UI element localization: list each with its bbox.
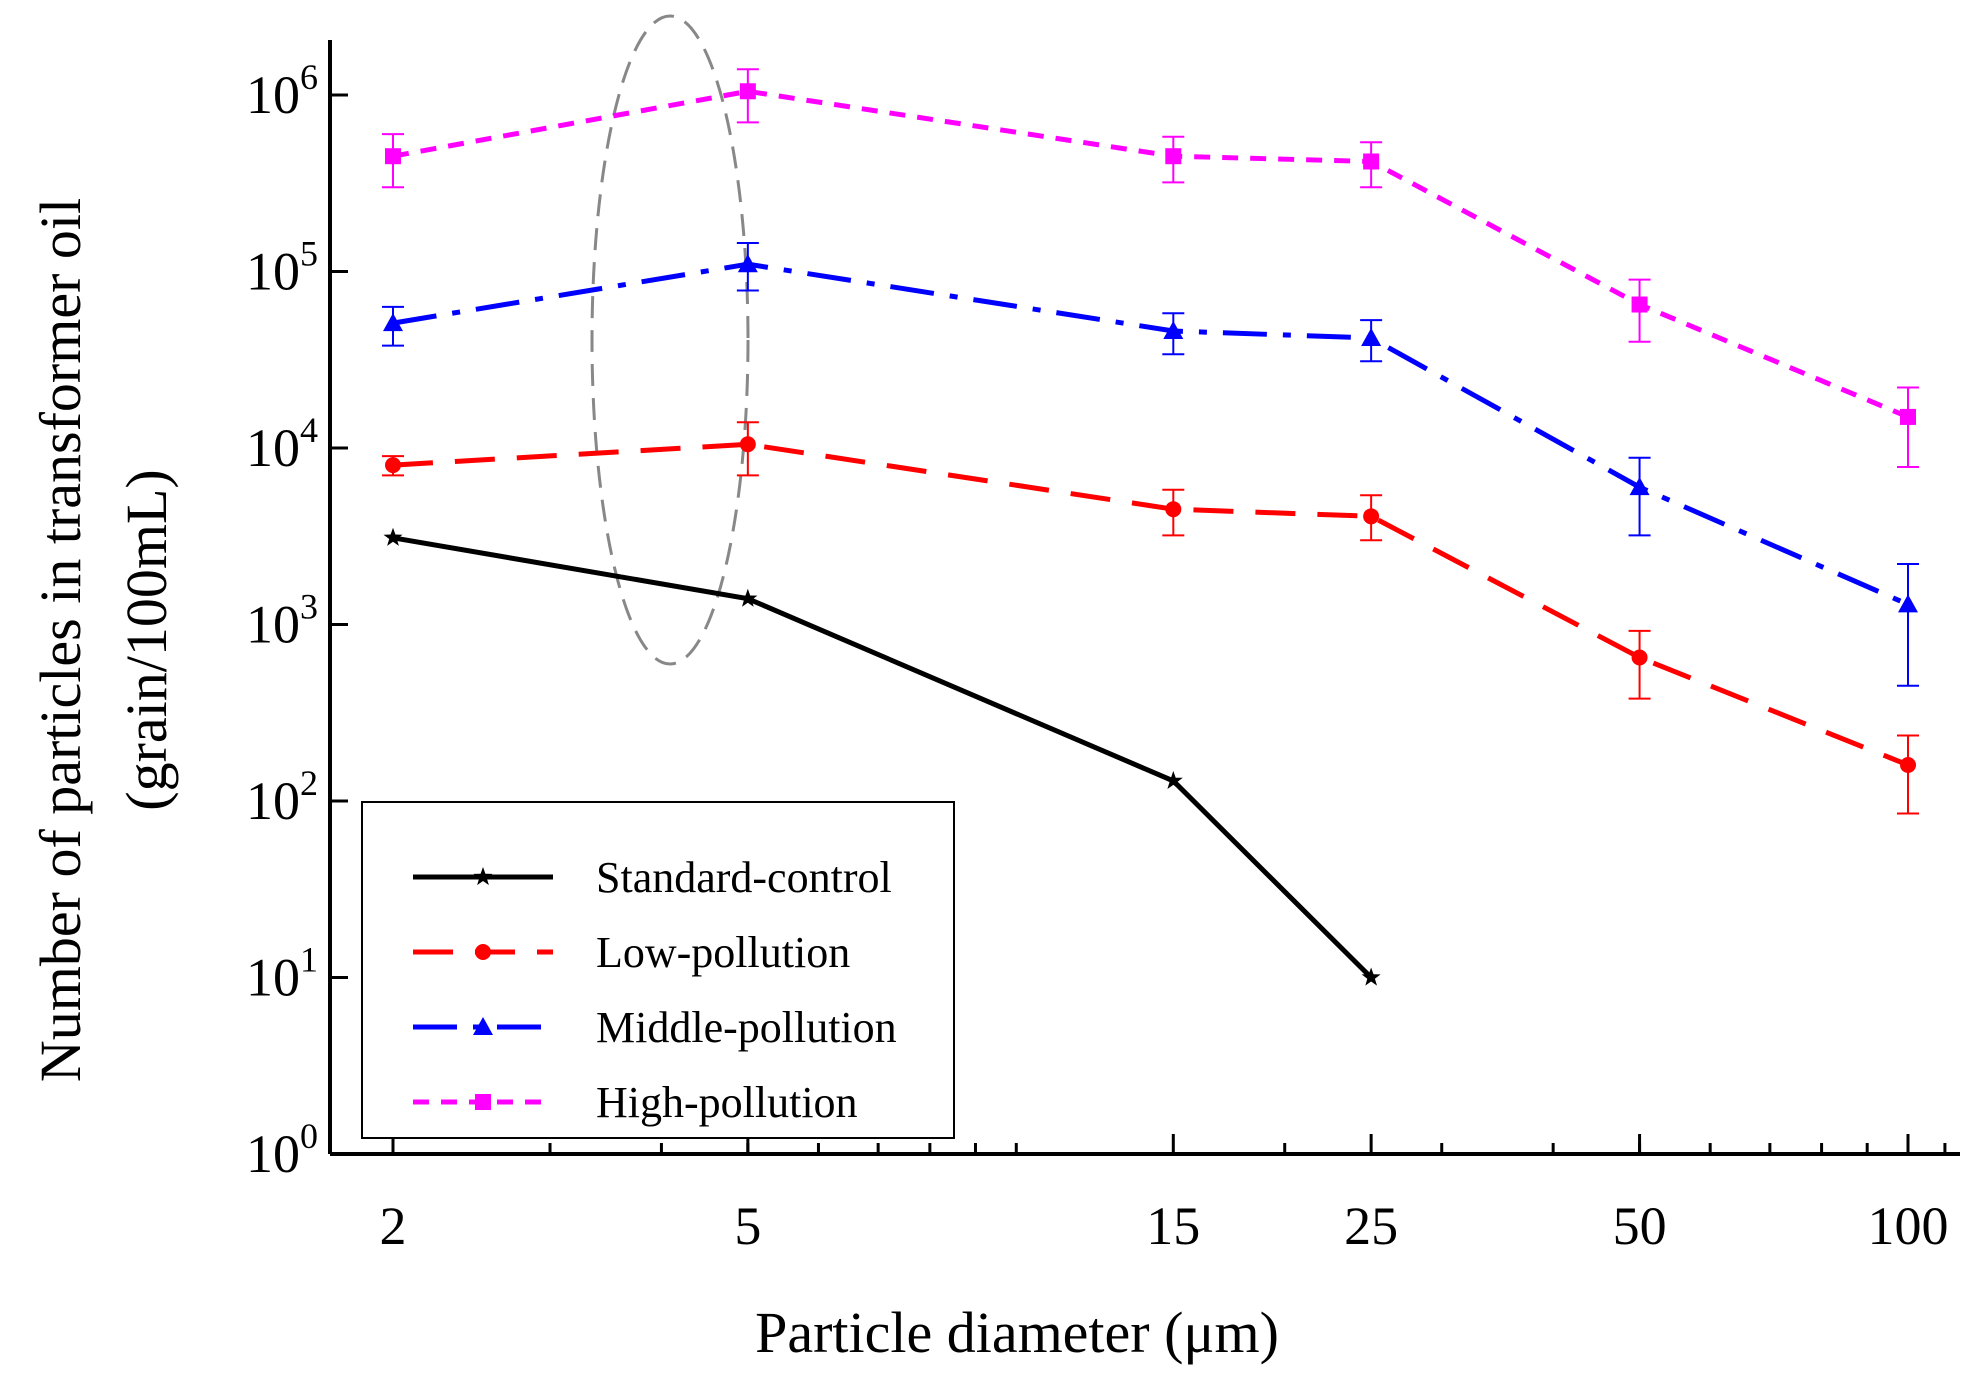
legend-label: High-pollution bbox=[596, 1078, 858, 1127]
data-point bbox=[383, 313, 403, 332]
series-layer bbox=[382, 68, 1919, 986]
data-point bbox=[1165, 501, 1182, 518]
series-line bbox=[392, 535, 1373, 980]
x-tick-label: 100 bbox=[1868, 1196, 1949, 1256]
y-tick-label: 104 bbox=[246, 410, 318, 478]
y-tick-label: 102 bbox=[246, 763, 318, 831]
legend-label: Standard-control bbox=[596, 853, 892, 902]
data-point bbox=[739, 436, 756, 453]
data-point bbox=[1165, 148, 1182, 165]
legend-marker bbox=[473, 1017, 493, 1035]
legend-items: Standard-control Low-pollution Middle-poll… bbox=[413, 853, 897, 1127]
data-point bbox=[1900, 408, 1916, 425]
y-tick-label: 100 bbox=[246, 1116, 318, 1184]
series-line bbox=[392, 261, 1910, 607]
legend-box bbox=[361, 801, 955, 1139]
legend-marker bbox=[475, 944, 491, 960]
data-point bbox=[1629, 477, 1650, 496]
legend-label: Low-pollution bbox=[596, 928, 850, 977]
x-tick-label: 2 bbox=[380, 1196, 407, 1256]
y-tick-label: 105 bbox=[246, 234, 318, 302]
data-point bbox=[1361, 967, 1381, 986]
y-axis-title: Number of particles in transformer oil bbox=[28, 198, 93, 1082]
series-line bbox=[392, 88, 1909, 420]
data-point bbox=[1363, 153, 1380, 170]
legend-item: Low-pollution bbox=[413, 928, 850, 977]
x-axis-title: Particle diameter (μm) bbox=[755, 1300, 1279, 1365]
x-tick-label: 15 bbox=[1146, 1196, 1200, 1256]
data-point bbox=[1361, 327, 1382, 346]
data-point bbox=[1631, 649, 1648, 666]
y-tick-label: 101 bbox=[246, 940, 318, 1008]
data-point bbox=[385, 457, 401, 474]
x-tick-label: 50 bbox=[1613, 1196, 1667, 1256]
x-tick-label: 25 bbox=[1344, 1196, 1398, 1256]
data-point bbox=[1898, 594, 1918, 613]
data-point bbox=[385, 148, 401, 165]
legend-item: Middle-pollution bbox=[413, 1003, 897, 1052]
legend-item: High-pollution bbox=[413, 1078, 858, 1127]
data-point bbox=[383, 527, 403, 546]
data-point bbox=[738, 588, 758, 607]
legend-marker bbox=[475, 1094, 491, 1110]
data-point bbox=[1363, 508, 1380, 525]
y-tick-label: 106 bbox=[246, 57, 318, 125]
legend-marker bbox=[473, 867, 493, 886]
data-point bbox=[1900, 756, 1916, 773]
legend-label: Middle-pollution bbox=[596, 1003, 897, 1052]
data-point bbox=[1163, 321, 1184, 340]
series-line bbox=[392, 441, 1909, 768]
series-standard-control bbox=[383, 527, 1381, 986]
highlight-ellipse bbox=[590, 14, 750, 666]
series-low-pollution bbox=[382, 421, 1919, 815]
legend: Standard-control Low-pollution Middle-poll… bbox=[361, 801, 955, 1139]
y-tick-label: 103 bbox=[246, 587, 318, 655]
series-high-pollution bbox=[382, 68, 1919, 469]
data-point bbox=[739, 83, 756, 100]
data-point bbox=[1631, 296, 1648, 313]
y-axis-title-unit: (grain/100mL) bbox=[114, 469, 179, 810]
legend-item: Standard-control bbox=[413, 853, 892, 902]
data-point bbox=[1163, 770, 1183, 789]
data-point bbox=[737, 254, 758, 273]
series-middle-pollution bbox=[382, 242, 1919, 687]
x-tick-label: 5 bbox=[734, 1196, 761, 1256]
